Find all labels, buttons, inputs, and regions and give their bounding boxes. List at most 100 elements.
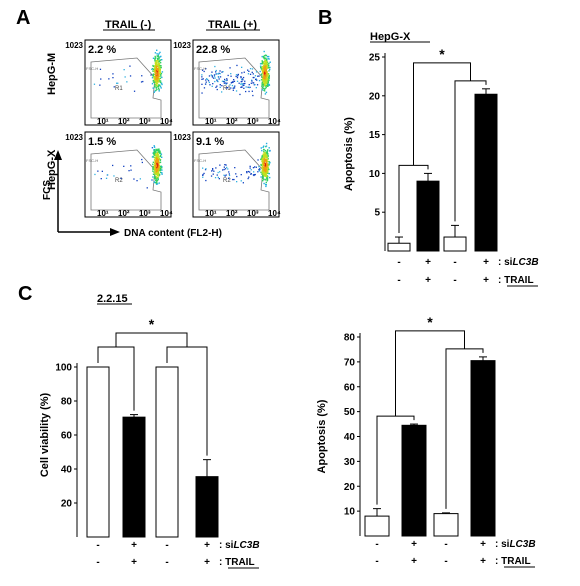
- flow-event-dot: [261, 85, 263, 87]
- flow-event-dot: [266, 78, 268, 80]
- flow-event-dot: [265, 79, 267, 81]
- flow-event-dot: [267, 169, 269, 171]
- flow-event-dot: [222, 169, 224, 171]
- condition-sign-trail: -: [375, 556, 378, 567]
- condition-row-label-silc3b: : siLC3B: [219, 540, 260, 551]
- condition-row-label-trail: : TRAIL: [219, 557, 255, 568]
- flow-event-dot: [268, 163, 270, 165]
- condition-sign-silc3b: +: [483, 257, 489, 268]
- flow-event-dot: [266, 64, 268, 66]
- condition-sign-trail: -: [96, 557, 99, 568]
- flow-event-dot: [244, 80, 246, 82]
- flow-event-dot: [261, 162, 264, 164]
- flow-event-dot: [156, 55, 158, 57]
- flow-event-dot: [217, 73, 219, 75]
- flow-event-dot: [157, 85, 159, 88]
- flow-event-dot: [154, 182, 157, 184]
- flow-event-dot: [265, 58, 268, 61]
- flow-event-dot: [247, 73, 250, 75]
- flow-event-dot: [234, 85, 236, 87]
- flow-x-tick-label: 10⁴: [268, 117, 281, 126]
- flow-event-dot: [258, 169, 260, 171]
- flow-event-dot: [155, 62, 158, 64]
- flow-event-dot: [249, 167, 251, 169]
- flow-event-dot: [263, 163, 265, 165]
- flow-event-dot: [154, 79, 156, 81]
- flow-event-dot: [263, 63, 266, 65]
- flow-event-dot: [263, 145, 265, 147]
- flow-event-dot: [264, 93, 267, 95]
- flow-event-dot: [113, 86, 115, 88]
- flow-event-dot: [261, 83, 263, 85]
- flow-event-dot: [262, 56, 265, 59]
- flow-density-plot: R1 22.8 % 1023 FSC-H 10¹ 10² 10³ 10⁴: [173, 39, 281, 126]
- flow-event-dot: [157, 77, 159, 79]
- flow-event-dot: [158, 182, 160, 184]
- flow-event-dot: [211, 76, 214, 78]
- flow-event-dot: [158, 150, 161, 152]
- condition-sign-trail: +: [204, 557, 210, 568]
- flow-event-dot: [160, 154, 162, 157]
- fcs-axis-label: FCS: [42, 180, 53, 200]
- flow-event-dot: [252, 94, 254, 97]
- flow-event-dot: [159, 70, 161, 73]
- flow-event-dot: [206, 78, 208, 80]
- flow-col-header-plus: TRAIL (+): [208, 19, 257, 31]
- flow-event-dot: [157, 169, 160, 171]
- condition-sign-silc3b: -: [375, 539, 378, 550]
- flow-event-dot: [157, 63, 160, 66]
- y-tick-label: 15: [369, 130, 381, 141]
- flow-event-dot: [233, 87, 236, 89]
- flow-y-axis-small-label: FSC-H: [194, 66, 206, 71]
- flow-event-dot: [161, 169, 163, 171]
- flow-event-dot: [202, 176, 204, 178]
- flow-event-dot: [262, 68, 264, 70]
- condition-sign-silc3b: -: [96, 540, 99, 551]
- flow-event-dot: [267, 81, 269, 84]
- flow-event-dot: [267, 160, 269, 163]
- flow-event-dot: [153, 91, 155, 93]
- panel-letter-a: A: [16, 7, 30, 29]
- flow-event-dot: [152, 152, 155, 154]
- significance-star: *: [439, 46, 445, 62]
- flow-event-dot: [202, 173, 204, 176]
- flow-event-dot: [155, 87, 157, 89]
- flow-event-dot: [265, 169, 267, 171]
- data-bar: [387, 242, 411, 252]
- flow-event-dot: [224, 82, 226, 84]
- flow-event-dot: [159, 51, 161, 54]
- flow-x-tick-label: 10¹: [205, 209, 217, 218]
- flow-event-dot: [159, 64, 161, 67]
- flow-event-dot: [264, 149, 267, 152]
- flow-event-dot: [263, 151, 265, 154]
- flow-event-dot: [266, 172, 268, 174]
- flow-event-dot: [242, 79, 244, 81]
- flow-event-dot: [215, 167, 217, 169]
- flow-event-dot: [263, 161, 265, 163]
- flow-event-dot: [156, 57, 159, 60]
- flow-event-dot: [159, 162, 161, 164]
- flow-event-dot: [156, 85, 158, 87]
- flow-event-dot: [267, 57, 269, 60]
- flow-event-dot: [152, 74, 155, 77]
- flow-event-dot: [266, 168, 268, 171]
- flow-event-dot: [253, 76, 255, 79]
- flow-event-dot: [158, 87, 160, 90]
- flow-event-dot: [218, 72, 220, 74]
- flow-event-dot: [160, 75, 162, 77]
- flow-event-dot: [157, 164, 159, 166]
- flow-event-dot: [264, 173, 266, 176]
- flow-event-dot: [108, 78, 110, 80]
- flow-event-dot: [264, 64, 266, 66]
- flow-event-dot: [267, 63, 269, 65]
- flow-event-dot: [265, 167, 267, 169]
- flow-x-tick-label: 10⁴: [160, 209, 173, 218]
- flow-event-dot: [204, 83, 207, 85]
- flow-event-dot: [262, 177, 264, 180]
- flow-event-dot: [266, 66, 268, 69]
- flow-event-dot: [157, 173, 159, 175]
- flow-event-dot: [268, 55, 270, 58]
- flow-event-dot: [159, 56, 162, 58]
- flow-event-dot: [154, 157, 156, 160]
- flow-event-dot: [267, 66, 269, 68]
